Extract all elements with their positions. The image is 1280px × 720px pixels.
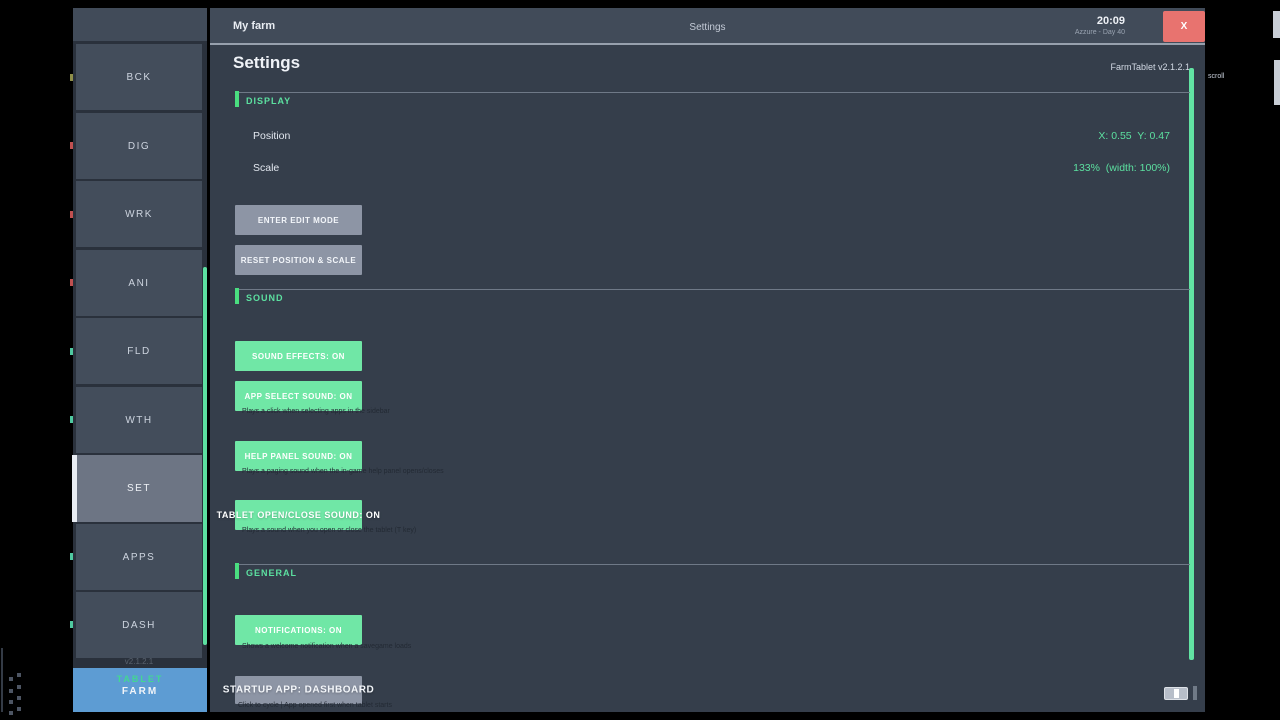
position-value: X: 0.55 Y: 0.47 — [1098, 130, 1170, 142]
section-display: DISPLAY — [235, 91, 1190, 107]
tablet-panel: My farm Settings 20:09 Azzure - Day 40 X… — [210, 8, 1205, 712]
button-label: NOTIFICATIONS: ON — [254, 625, 342, 635]
app-version: FarmTablet v2.1.2.1 — [1110, 62, 1190, 72]
topbar: My farm Settings 20:09 Azzure - Day 40 X — [210, 8, 1205, 45]
tile-indicator — [70, 74, 73, 81]
section-header: SOUND — [246, 293, 284, 303]
active-item-bar — [72, 455, 77, 522]
button-label: STARTUP APP: DASHBOARD — [222, 684, 375, 696]
section-general: GENERAL — [235, 563, 1190, 579]
button-label: RESET POSITION & SCALE — [240, 255, 357, 265]
position-label: Position — [253, 130, 291, 142]
help-panel-sound-toggle[interactable]: HELP PANEL SOUND: ON — [235, 441, 362, 471]
decor-dot — [9, 689, 13, 693]
section-header: GENERAL — [246, 568, 298, 578]
button-label: HELP PANEL SOUND: ON — [244, 451, 353, 461]
clock-box: 20:09 Azzure - Day 40 — [1075, 15, 1125, 36]
sidebar-item-set[interactable]: SET — [76, 455, 202, 522]
tile-indicator — [70, 553, 73, 560]
tile-indicator — [70, 211, 73, 218]
button-label: ENTER EDIT MODE — [257, 215, 340, 225]
section-header: DISPLAY — [246, 96, 292, 106]
page-slider[interactable] — [1164, 687, 1188, 700]
section-accent-bar — [235, 563, 239, 579]
content-scrollbar[interactable] — [1189, 68, 1194, 660]
reset-position-scale-button[interactable]: RESET POSITION & SCALE — [235, 245, 362, 275]
button-label: APP SELECT SOUND: ON — [244, 391, 353, 401]
tile-indicator — [70, 348, 73, 355]
clock: 20:09 — [1096, 15, 1125, 27]
enter-edit-mode-button[interactable]: ENTER EDIT MODE — [235, 205, 362, 235]
farm-tablet-brand: TABLET FARM — [73, 668, 207, 712]
screen-edge-artifact — [1274, 60, 1280, 105]
page-title: Settings — [233, 53, 301, 72]
sidebar-version: v2.1.2.1 — [124, 657, 154, 666]
sidebar-item-wrk[interactable]: WRK — [76, 181, 202, 247]
sound-effects-toggle[interactable]: SOUND EFFECTS: ON — [235, 341, 362, 371]
section-sound: SOUND — [235, 288, 1190, 304]
tablet-open-close-sound-toggle[interactable]: TABLET OPEN/CLOSE SOUND: ON — [217, 500, 380, 530]
sidebar-item-label: FLD — [127, 345, 151, 357]
scroll-hint: scroll — [1208, 73, 1225, 80]
sidebar-item-label: WTH — [125, 414, 153, 426]
section-accent-bar — [235, 91, 239, 107]
decor-dot — [9, 677, 13, 681]
page-slider-tick — [1193, 686, 1197, 700]
decor-dot — [17, 696, 21, 700]
sidebar-item-dash[interactable]: DASH — [76, 592, 202, 658]
sidebar-item-ani[interactable]: ANI — [76, 250, 202, 316]
brand-tablet-label: TABLET — [116, 674, 164, 684]
decor-dot — [17, 673, 21, 677]
sidebar-item-label: ANI — [128, 277, 150, 289]
brand-farm-label: FARM — [121, 686, 159, 697]
sidebar-item-dig[interactable]: DIG — [76, 113, 202, 179]
breadcrumb: Settings — [689, 22, 726, 33]
startup-app-caption: Click to cycle | App opened first when t… — [238, 702, 392, 709]
close-button[interactable]: X — [1163, 11, 1205, 42]
app-select-sound-toggle[interactable]: APP SELECT SOUND: ON — [235, 381, 362, 411]
sidebar-item-apps[interactable]: APPS — [76, 524, 202, 590]
sidebar-item-label: APPS — [122, 551, 156, 563]
decor-dot — [9, 711, 13, 715]
app-title: My farm — [233, 20, 276, 32]
section-accent-bar — [235, 288, 239, 304]
tile-indicator — [70, 621, 73, 628]
sidebar-item-label: DIG — [127, 140, 151, 152]
clock-subtitle: Azzure - Day 40 — [1074, 29, 1125, 36]
sidebar-scrollbar[interactable] — [203, 267, 207, 645]
sidebar-item-label: BCK — [126, 71, 152, 83]
sidebar-item-label: WRK — [125, 208, 153, 220]
page-slider-thumb[interactable] — [1174, 689, 1179, 698]
tile-indicator — [70, 416, 73, 423]
decor-dot — [17, 707, 21, 711]
tile-indicator — [70, 279, 73, 286]
scale-label: Scale — [253, 162, 280, 174]
tile-indicator — [70, 142, 73, 149]
startup-app-button[interactable]: STARTUP APP: DASHBOARD — [223, 676, 374, 704]
notifications-toggle[interactable]: NOTIFICATIONS: ON — [235, 615, 362, 645]
sidebar-item-fld[interactable]: FLD — [76, 318, 202, 384]
app-select-sound-caption: Plays a click when selecting apps in the… — [242, 408, 390, 415]
decor-dot — [9, 700, 13, 704]
decor-dot — [17, 685, 21, 689]
button-label: SOUND EFFECTS: ON — [252, 351, 345, 361]
sidebar-item-wth[interactable]: WTH — [76, 387, 202, 453]
sidebar-item-bck[interactable]: BCK — [76, 44, 202, 110]
help-panel-sound-caption: Plays a paging sound when the in-game he… — [242, 468, 444, 475]
screen-edge-artifact — [1273, 11, 1280, 38]
button-label: TABLET OPEN/CLOSE SOUND: ON — [216, 510, 381, 520]
tablet-open-close-sound-caption: Plays a sound when you open or close the… — [242, 527, 417, 534]
notifications-caption: Shows a welcome notification when a save… — [242, 643, 412, 650]
close-icon: X — [1180, 21, 1188, 32]
screen-edge-line — [1, 648, 3, 712]
sidebar-header-strip — [73, 8, 207, 41]
scale-value: 133% (width: 100%) — [1073, 162, 1170, 174]
sidebar-item-label: DASH — [122, 619, 156, 631]
sidebar-item-label: SET — [127, 483, 151, 494]
